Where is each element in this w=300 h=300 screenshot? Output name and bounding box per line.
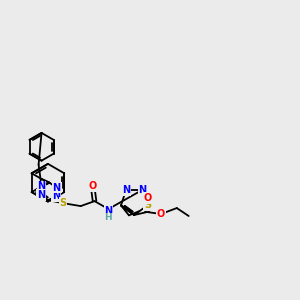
Text: N: N: [38, 182, 46, 191]
Text: S: S: [59, 198, 66, 208]
Text: O: O: [144, 193, 152, 203]
Text: N: N: [138, 185, 146, 195]
Text: N: N: [104, 206, 112, 216]
Text: H: H: [105, 214, 112, 223]
Text: N: N: [122, 185, 130, 195]
Text: S: S: [144, 200, 151, 210]
Text: N: N: [52, 183, 61, 193]
Text: N: N: [37, 190, 45, 200]
Text: O: O: [88, 181, 97, 191]
Text: O: O: [157, 209, 165, 219]
Text: S: S: [144, 200, 151, 210]
Text: N: N: [52, 191, 60, 201]
